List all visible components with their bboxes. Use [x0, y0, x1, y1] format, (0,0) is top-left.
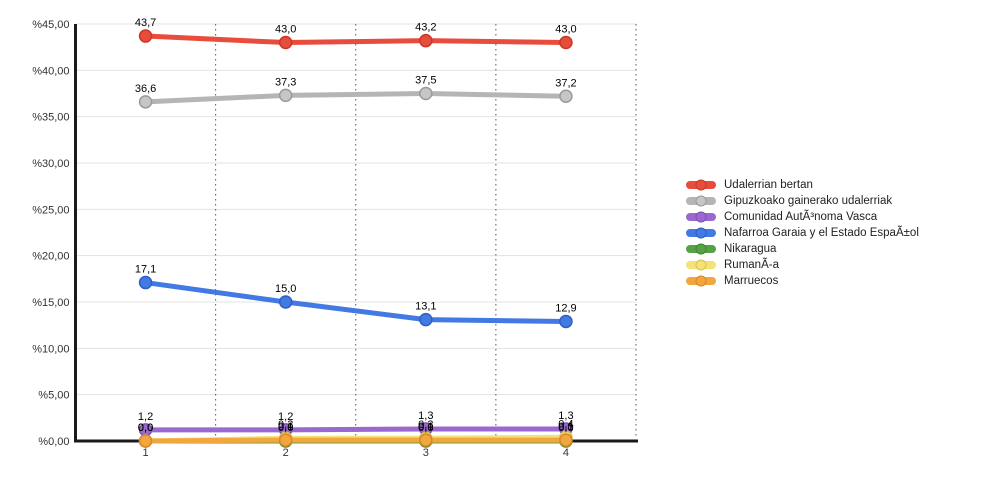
data-point [559, 433, 573, 447]
data-point-label: 0,0 [138, 422, 153, 434]
data-point-label: 13,1 [415, 301, 436, 313]
data-point-label: 43,7 [135, 17, 156, 29]
data-point-label: 1,2 [138, 411, 153, 423]
series-line-6 [143, 437, 569, 444]
legend-series-marker-icon [686, 243, 716, 255]
data-point-label: 0,0 [278, 422, 293, 434]
data-point-label: 1,3 [558, 410, 573, 422]
y-axis-tick-label: %15,00 [32, 297, 69, 309]
legend-label: Nikaragua [724, 243, 777, 255]
data-point [559, 314, 573, 329]
legend-item-4[interactable]: Nikaragua [686, 241, 919, 257]
legend-series-marker-icon [686, 227, 716, 239]
legend-series-marker-icon [686, 179, 716, 191]
legend-item-6[interactable]: Marruecos [686, 273, 919, 289]
legend-label: Udalerrian bertan [724, 179, 813, 191]
y-axis-tick-label: %0,00 [38, 436, 69, 448]
data-point-label: 1,3 [418, 410, 433, 422]
y-axis-tick-label: %25,00 [32, 204, 69, 216]
data-point [419, 312, 433, 327]
x-axis-tick-label: 1 [143, 447, 149, 459]
legend-item-5[interactable]: RumanÃ-a [686, 257, 919, 273]
data-point-label: 0,3 [278, 419, 293, 431]
data-point-label: 17,1 [135, 264, 156, 276]
legend-label: Comunidad AutÃ³noma Vasca [724, 211, 878, 223]
y-axis-tick-label: %5,00 [38, 390, 69, 402]
data-point [419, 33, 433, 48]
y-axis-tick-label: %10,00 [32, 343, 69, 355]
x-axis-tick-label: 2 [283, 447, 289, 459]
x-axis-tick-label: 4 [563, 447, 569, 459]
legend-series-dot-icon [695, 227, 707, 239]
data-point-label: 37,3 [275, 76, 296, 88]
data-point-label: 15,0 [275, 283, 296, 295]
data-point [138, 29, 153, 43]
y-axis-tick-label: %40,00 [32, 65, 69, 77]
data-point [138, 434, 153, 448]
data-point-label: 36,6 [135, 83, 156, 95]
legend-item-1[interactable]: Gipuzkoako gainerako udalerriak [686, 193, 919, 209]
data-point-label: 0,0 [138, 422, 153, 434]
data-point [138, 95, 153, 109]
data-point [278, 35, 293, 50]
line-chart-canvas: %45,00 %40,00 %35,00 %30,00 %25,00 %20,00 %15,… [32, 17, 638, 459]
data-point [419, 86, 433, 101]
data-point [419, 433, 433, 447]
data-point-label: 0,3 [418, 419, 433, 431]
data-point [559, 35, 573, 50]
x-axis-tick-label: 3 [423, 447, 429, 459]
legend-series-dot-icon [695, 195, 707, 207]
series-line-2 [143, 426, 569, 433]
legend-item-0[interactable]: Udalerrian bertan [686, 177, 919, 193]
chart-legend: Udalerrian bertan Gipuzkoako gainerako ud… [686, 177, 919, 289]
data-point [278, 433, 293, 447]
data-point-label: 0,1 [558, 421, 573, 433]
legend-series-dot-icon [695, 211, 707, 223]
legend-series-dot-icon [695, 275, 707, 287]
data-point-label: 0,1 [278, 421, 293, 433]
legend-series-marker-icon [686, 211, 716, 223]
data-point-label: 43,2 [415, 22, 436, 34]
data-point-label: 0,4 [558, 418, 573, 430]
legend-series-dot-icon [695, 179, 707, 191]
data-point [559, 89, 573, 104]
legend-series-marker-icon [686, 259, 716, 271]
legend-series-marker-icon [686, 195, 716, 207]
data-point-label: 1,2 [278, 411, 293, 423]
data-point-label: 37,2 [555, 77, 576, 89]
data-point-label: 0,1 [418, 421, 433, 433]
series-line-0 [143, 33, 569, 46]
y-axis-tick-label: %35,00 [32, 112, 69, 124]
legend-label: Nafarroa Garaia y el Estado EspaÃ±ol [724, 227, 919, 239]
legend-item-2[interactable]: Comunidad AutÃ³noma Vasca [686, 209, 919, 225]
legend-series-dot-icon [695, 243, 707, 255]
legend-label: Marruecos [724, 275, 779, 287]
series-line-1 [143, 91, 569, 105]
legend-label: Gipuzkoako gainerako udalerriak [724, 195, 893, 207]
legend-series-dot-icon [695, 259, 707, 271]
legend-series-marker-icon [686, 275, 716, 287]
data-point-label: 0,0 [138, 422, 153, 434]
legend-item-3[interactable]: Nafarroa Garaia y el Estado EspaÃ±ol [686, 225, 919, 241]
data-point [138, 275, 153, 290]
data-point-label: 43,0 [275, 24, 296, 36]
y-axis-tick-label: %20,00 [32, 251, 69, 263]
y-axis-tick-label: %30,00 [32, 158, 69, 170]
y-axis-tick-label: %45,00 [32, 19, 69, 31]
data-point-label: 37,5 [415, 75, 436, 87]
data-point-label: 43,0 [555, 24, 576, 36]
data-point [278, 295, 293, 309]
data-point [278, 88, 293, 103]
data-point-label: 0,0 [558, 422, 573, 434]
data-point-label: 0,0 [418, 422, 433, 434]
data-point-label: 12,9 [555, 302, 576, 314]
series-line-3 [143, 280, 569, 324]
legend-label: RumanÃ-a [724, 259, 779, 271]
